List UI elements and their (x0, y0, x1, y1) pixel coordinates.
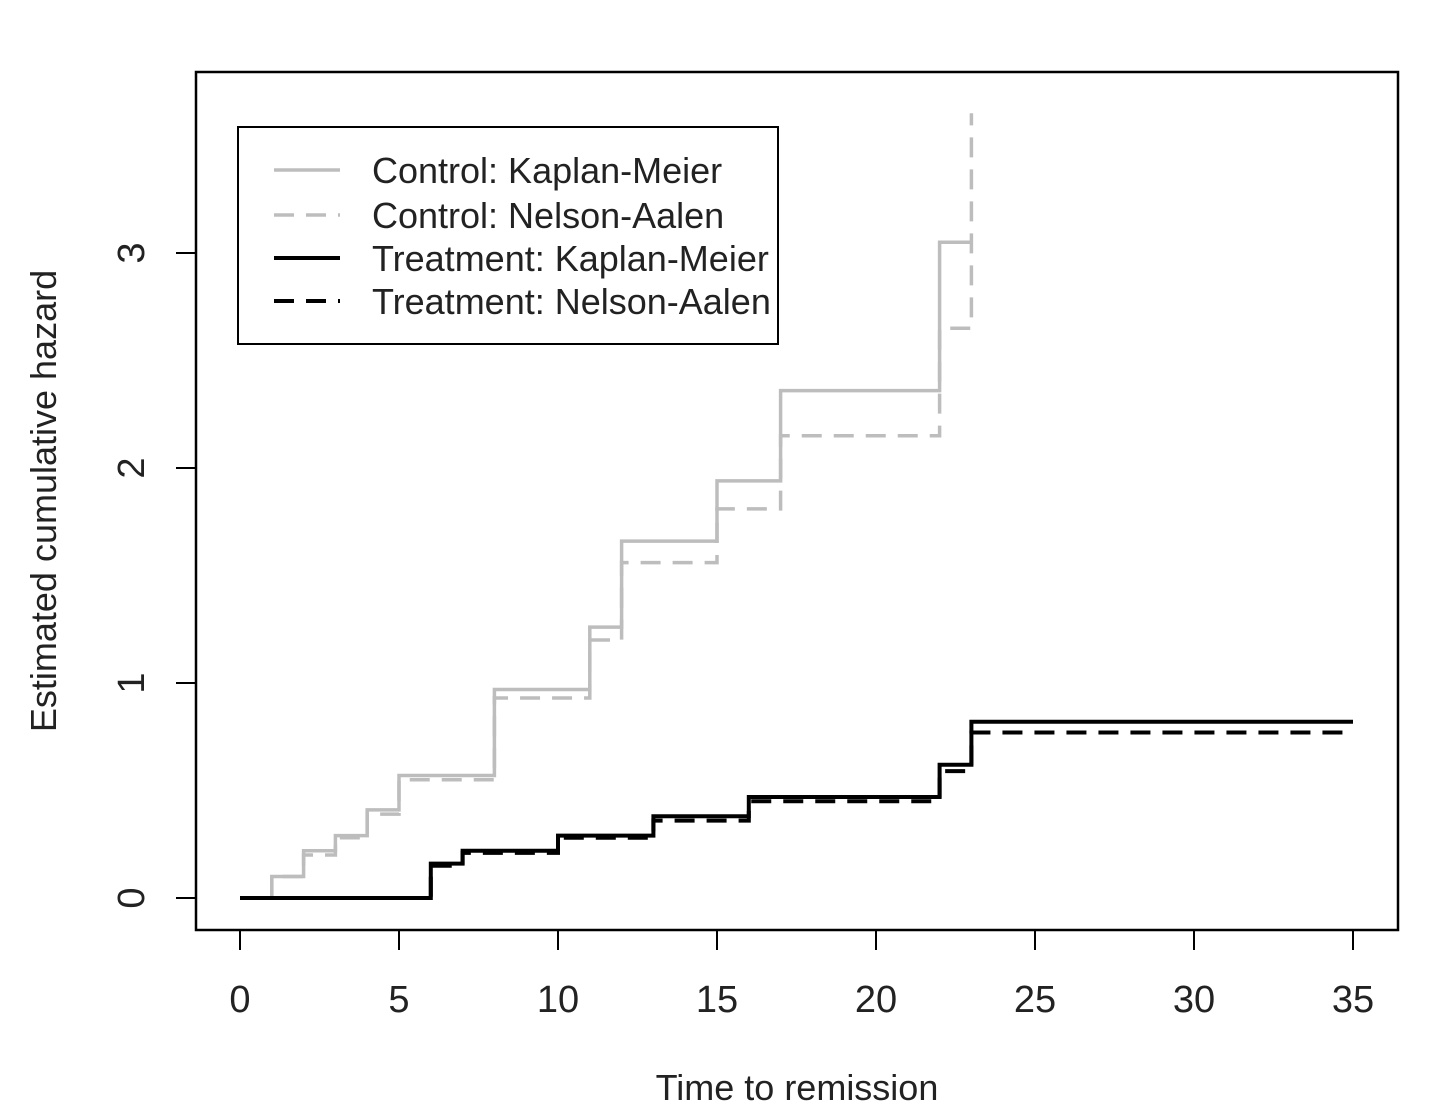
legend-label-0: Control: Kaplan-Meier (372, 150, 722, 191)
legend-label-1: Control: Nelson-Aalen (372, 195, 724, 236)
x-tick-label-5: 25 (1014, 979, 1056, 1021)
legend-box (237, 126, 779, 345)
y-tick-label-3: 3 (111, 242, 153, 263)
x-tick-label-4: 20 (855, 979, 897, 1021)
x-axis-title: Time to remission (656, 1067, 939, 1108)
series-line-3 (240, 730, 1353, 900)
y-tick-label-0: 0 (111, 887, 153, 908)
x-tick-label-2: 10 (537, 979, 579, 1021)
x-tick-label-0: 0 (229, 979, 250, 1021)
x-tick-label-3: 15 (696, 979, 738, 1021)
y-axis: 0 1 2 3 (111, 242, 197, 909)
x-tick-label-1: 5 (388, 979, 409, 1021)
y-tick-label-1: 1 (111, 672, 153, 693)
series-layer (240, 113, 1353, 900)
series-line-2 (240, 719, 1353, 900)
legend-label-2: Treatment: Kaplan-Meier (372, 238, 769, 279)
y-tick-label-2: 2 (111, 457, 153, 478)
x-axis: 0 5 10 15 20 25 30 35 (229, 929, 1374, 1021)
y-axis-title: Estimated cumulative hazard (23, 270, 64, 732)
x-tick-label-6: 30 (1173, 979, 1215, 1021)
legend-label-3: Treatment: Nelson-Aalen (372, 281, 771, 322)
x-tick-label-7: 35 (1332, 979, 1374, 1021)
series-line-1 (240, 113, 974, 900)
